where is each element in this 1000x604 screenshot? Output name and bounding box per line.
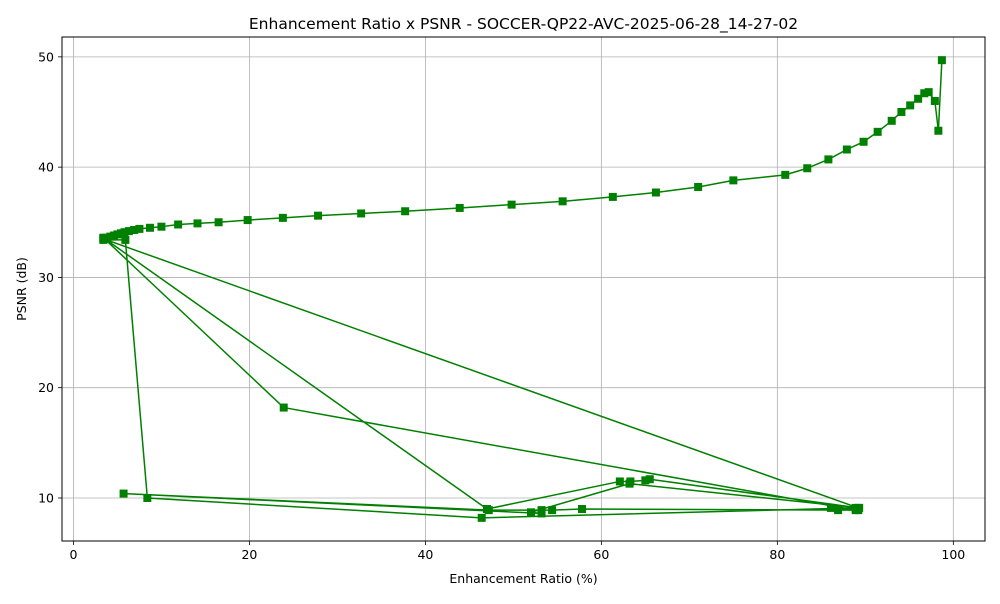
data-point-marker bbox=[314, 211, 323, 220]
data-point-marker bbox=[920, 89, 929, 98]
x-tick-label: 40 bbox=[417, 547, 433, 562]
data-point-marker bbox=[243, 216, 252, 225]
data-point-marker bbox=[641, 476, 650, 485]
data-point-marker bbox=[854, 503, 863, 512]
data-point-marker bbox=[157, 222, 166, 231]
data-point-marker bbox=[834, 506, 843, 515]
x-tick-label: 20 bbox=[241, 547, 257, 562]
data-point-marker bbox=[924, 88, 933, 97]
y-axis-label: PSNR (dB) bbox=[14, 257, 29, 321]
data-point-marker bbox=[930, 96, 939, 105]
data-point-marker bbox=[937, 56, 946, 65]
plot-frame bbox=[61, 36, 986, 542]
data-point-marker bbox=[824, 155, 833, 164]
data-point-marker bbox=[124, 227, 133, 236]
data-point-marker bbox=[174, 220, 183, 229]
data-point-marker bbox=[477, 513, 486, 522]
data-point-marker bbox=[578, 505, 587, 514]
data-point-marker bbox=[135, 224, 144, 233]
data-point-marker bbox=[626, 477, 635, 486]
data-point-marker bbox=[934, 126, 943, 135]
data-point-marker bbox=[121, 235, 130, 244]
data-point-marker bbox=[914, 94, 923, 103]
data-point-marker bbox=[897, 107, 906, 116]
data-point-marker bbox=[842, 145, 851, 154]
data-point-marker bbox=[145, 223, 154, 232]
data-point-marker bbox=[873, 127, 882, 136]
data-point-marker bbox=[193, 219, 202, 228]
data-point-marker bbox=[537, 506, 546, 515]
series-layer bbox=[99, 56, 946, 522]
data-point-marker bbox=[526, 508, 535, 517]
chart-title: Enhancement Ratio x PSNR - SOCCER-QP22-A… bbox=[249, 15, 798, 34]
x-tick-label: 80 bbox=[769, 547, 785, 562]
data-point-marker bbox=[143, 493, 152, 502]
data-point-marker bbox=[859, 137, 868, 146]
data-point-marker bbox=[887, 116, 896, 125]
data-point-marker bbox=[278, 213, 287, 222]
data-point-marker bbox=[906, 101, 915, 110]
x-tick-label: 60 bbox=[593, 547, 609, 562]
y-tick-label: 20 bbox=[38, 380, 54, 395]
data-point-marker bbox=[558, 197, 567, 206]
data-point-marker bbox=[507, 200, 516, 209]
y-tick-label: 40 bbox=[38, 160, 54, 175]
y-tick-label: 50 bbox=[38, 49, 54, 64]
data-point-marker bbox=[99, 234, 108, 243]
data-point-marker bbox=[455, 203, 464, 212]
data-point-marker bbox=[781, 170, 790, 179]
data-point-marker bbox=[119, 489, 128, 498]
y-tick-label: 10 bbox=[38, 490, 54, 505]
data-point-marker bbox=[130, 225, 139, 234]
x-tick-label: 0 bbox=[69, 547, 77, 562]
data-point-marker bbox=[279, 403, 288, 412]
data-point-marker bbox=[548, 506, 557, 515]
data-point-marker bbox=[645, 475, 654, 484]
data-point-marker bbox=[803, 164, 812, 173]
data-point-marker bbox=[482, 505, 491, 514]
x-tick-label: 100 bbox=[941, 547, 965, 562]
data-point-marker bbox=[401, 207, 410, 216]
data-point-marker bbox=[608, 192, 617, 201]
data-point-marker bbox=[214, 218, 223, 227]
ticks: 0 20 40 60 80 100 10 20 30 40 50 bbox=[38, 49, 965, 562]
data-point-marker bbox=[729, 176, 738, 185]
y-tick-label: 30 bbox=[38, 270, 54, 285]
data-point-marker bbox=[357, 209, 366, 218]
x-axis-label: Enhancement Ratio (%) bbox=[449, 571, 597, 586]
data-point-marker bbox=[827, 503, 836, 512]
data-point-marker bbox=[615, 477, 624, 486]
data-point-marker bbox=[694, 182, 703, 191]
data-point-marker bbox=[651, 188, 660, 197]
